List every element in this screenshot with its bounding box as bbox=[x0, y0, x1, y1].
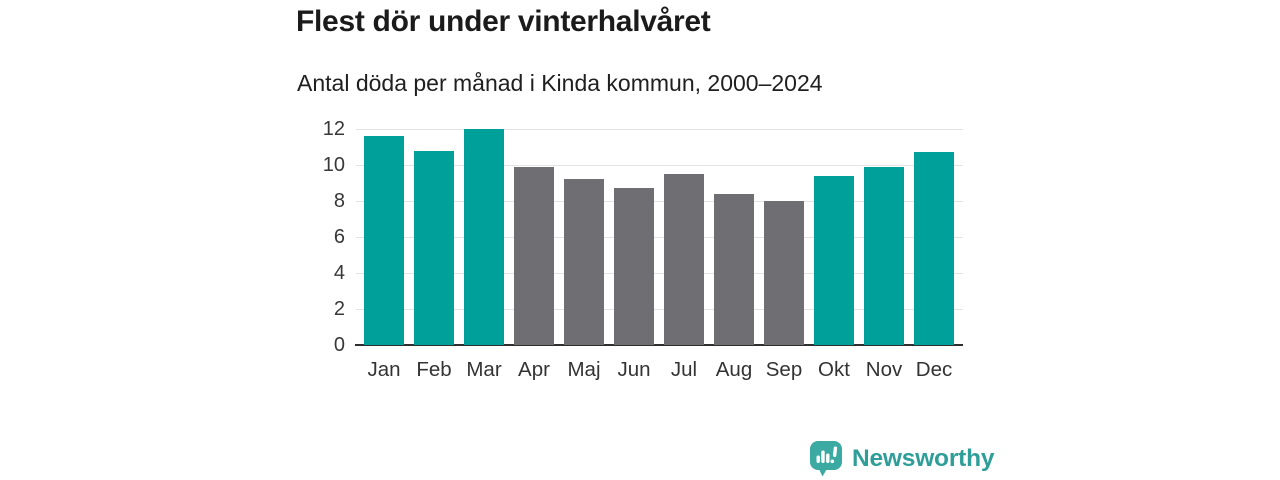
y-tick-6: 6 bbox=[333, 226, 345, 248]
gridline-y-10 bbox=[356, 164, 963, 166]
y-tick-0: 0 bbox=[333, 334, 345, 356]
x-tick-okt: Okt bbox=[818, 358, 850, 381]
bar-aug bbox=[714, 194, 754, 345]
x-tick-jan: Jan bbox=[367, 358, 401, 381]
y-tick-8: 8 bbox=[333, 190, 345, 212]
x-axis-line bbox=[355, 344, 963, 346]
x-tick-jun: Jun bbox=[617, 358, 651, 381]
x-tick-maj: Maj bbox=[567, 358, 601, 381]
x-tick-dec: Dec bbox=[915, 358, 953, 381]
bar-nov bbox=[864, 167, 904, 345]
y-tick-4: 4 bbox=[333, 262, 345, 284]
bar-jul bbox=[664, 174, 704, 345]
x-tick-feb: Feb bbox=[416, 358, 452, 381]
x-tick-mar: Mar bbox=[466, 358, 502, 381]
newsworthy-speech-bubble-bar-chart-icon bbox=[810, 441, 842, 477]
newsworthy-logo: Newsworthy bbox=[809, 440, 995, 478]
x-tick-jul: Jul bbox=[670, 358, 698, 381]
y-tick-12: 12 bbox=[322, 118, 345, 140]
bar-sep bbox=[764, 201, 804, 345]
x-tick-aug: Aug bbox=[715, 358, 753, 381]
x-tick-apr: Apr bbox=[518, 358, 550, 381]
bar-jan bbox=[364, 136, 404, 345]
gridline-y-2 bbox=[356, 308, 963, 310]
y-tick-10: 10 bbox=[322, 154, 345, 176]
gridline-y-8 bbox=[356, 200, 963, 202]
bar-jun bbox=[614, 188, 654, 345]
plot-area bbox=[355, 128, 963, 346]
bar-apr bbox=[514, 167, 554, 345]
gridline-y-6 bbox=[356, 236, 963, 238]
bar-dec bbox=[914, 152, 954, 345]
bar-okt bbox=[814, 176, 854, 345]
x-tick-sep: Sep bbox=[765, 358, 803, 381]
bar-feb bbox=[414, 151, 454, 345]
y-tick-2: 2 bbox=[333, 298, 345, 320]
chart-subtitle: Antal döda per månad i Kinda kommun, 200… bbox=[297, 70, 823, 96]
chart-title: Flest dör under vinterhalvåret bbox=[296, 5, 711, 38]
gridline-y-4 bbox=[356, 272, 963, 274]
bar-maj bbox=[564, 179, 604, 345]
gridline-y-12 bbox=[356, 128, 963, 130]
x-tick-nov: Nov bbox=[865, 358, 903, 381]
bar-mar bbox=[464, 129, 504, 345]
brand-wordmark: Newsworthy bbox=[852, 445, 995, 472]
